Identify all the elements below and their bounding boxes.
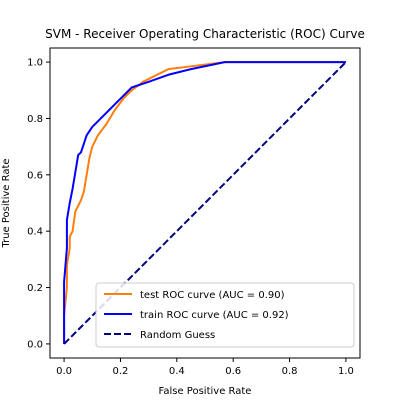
series-line-2	[63, 61, 346, 344]
series-line-1	[63, 61, 346, 344]
legend-label-3: Random Guess	[140, 330, 215, 341]
y-tick-label: 0.2	[27, 283, 43, 294]
y-tick-label: 0.6	[27, 170, 43, 181]
x-tick-label: 0.0	[56, 366, 72, 377]
plot-frame	[49, 47, 361, 359]
axes: 0.0 0.2 0.4 0.6 0.8 1.0 0.0 0.2 0.4 0.6 0.8 1.0	[27, 47, 361, 377]
x-tick-label: 0.2	[113, 366, 129, 377]
chart-title: SVM - Receiver Operating Characteristic …	[45, 27, 365, 41]
y-tick-label: 0.0	[27, 339, 43, 350]
y-tick-label: 0.4	[27, 227, 43, 238]
legend: test ROC curve (AUC = 0.90) train ROC cur…	[95, 282, 355, 348]
legend-label-2: train ROC curve (AUC = 0.92)	[140, 310, 289, 321]
x-tick-label: 0.6	[225, 366, 241, 377]
x-tick-label: 0.4	[169, 366, 185, 377]
x-tick-label: 0.8	[282, 366, 298, 377]
x-tick-label: 1.0	[338, 366, 354, 377]
legend-label-1: test ROC curve (AUC = 0.90)	[140, 290, 285, 301]
legend-box	[95, 282, 355, 348]
y-tick-label: 0.8	[27, 114, 43, 125]
x-axis-label: False Positive Rate	[159, 386, 252, 397]
y-tick-label: 1.0	[27, 58, 43, 69]
y-axis-label: True Positive Rate	[1, 158, 12, 248]
